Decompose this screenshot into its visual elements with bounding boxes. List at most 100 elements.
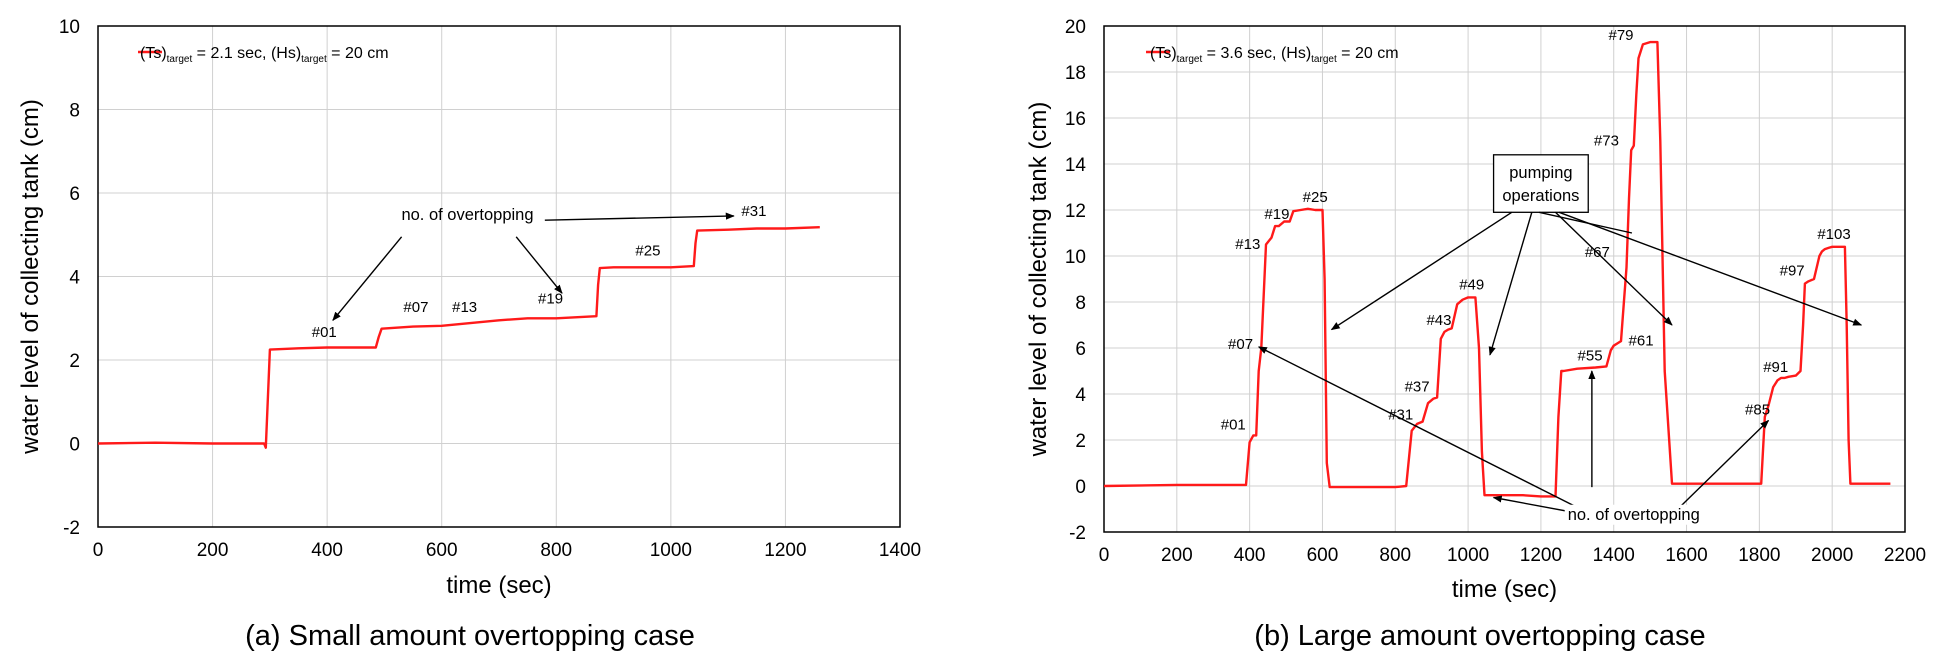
x-tick-label-a: 1200 — [764, 540, 806, 561]
y-tick-label-b: 14 — [1065, 155, 1087, 176]
overtopping-label: #97 — [1780, 263, 1805, 280]
overtopping-label: #67 — [1585, 244, 1610, 261]
overtopping-label: #55 — [1578, 348, 1603, 365]
x-tick-label-a: 600 — [426, 540, 458, 561]
annotation-operations: operations — [1502, 187, 1579, 205]
y-tick-label-b: 0 — [1075, 477, 1086, 498]
y-tick-label-b: -2 — [1069, 523, 1086, 544]
y-tick-label-b: 16 — [1065, 109, 1086, 130]
annotation-bg — [1564, 504, 1703, 525]
pumping-operations-box — [1492, 154, 1589, 213]
series-line-b — [1103, 40, 1891, 498]
overtopping-label: #49 — [1459, 276, 1484, 293]
plot-area-a — [97, 25, 901, 528]
y-tick-label-b: 12 — [1065, 201, 1086, 222]
annotation-arrow-a — [515, 236, 563, 294]
x-tick-label-b: 400 — [1234, 545, 1266, 566]
overtopping-label: #43 — [1426, 312, 1451, 329]
annotation-overtopping-a: no. of overtopping — [401, 206, 533, 224]
x-tick-label-a: 1400 — [879, 540, 921, 561]
x-tick-label-b: 1200 — [1520, 545, 1562, 566]
tick-labels-b: 0 200 400 600 800 1000 1200 1400 1600 1800 2000 220… — [1065, 17, 1926, 566]
annotation-arrow-b — [1257, 346, 1593, 516]
x-tick-label-b: 0 — [1099, 545, 1110, 566]
data-labels-b: #01 #07 #13#19 #25 #31 #37 #43 #49 #55 #61 #67 #73 #… — [1221, 27, 1851, 434]
x-axis-label-b: time (sec) — [1452, 576, 1557, 603]
series-line-a — [97, 226, 820, 449]
y-tick-label-b: 2 — [1075, 431, 1086, 452]
caption-b: (b) Large amount overtopping case — [1254, 620, 1705, 652]
annotation-arrow-b — [1671, 419, 1770, 516]
overtopping-label: #79 — [1608, 27, 1633, 44]
legend-b: (Ts)target = 3.6 sec, (Hs)target = 20 cm — [1146, 45, 1399, 65]
annotation-arrow-a — [544, 212, 735, 221]
caption-a: (a) Small amount overtopping case — [245, 620, 695, 652]
legend-text-b: (Ts)target = 3.6 sec, (Hs)target = 20 cm — [1150, 45, 1399, 65]
annotation-arrow-b — [1554, 211, 1673, 326]
overtopping-label: #13 — [1235, 236, 1260, 253]
chart-panel-a: (Ts)target = 2.1 sec, (Hs)target = 20 cm… — [17, 17, 921, 652]
data-labels-a: #01 #07 #13 #19 #25 #31 — [312, 203, 767, 341]
x-tick-label-b: 1400 — [1593, 545, 1635, 566]
y-tick-label-b: 20 — [1065, 17, 1086, 38]
x-tick-label-a: 400 — [311, 540, 343, 561]
legend-text-a: (Ts)target = 2.1 sec, (Hs)target = 20 cm — [140, 45, 389, 65]
annotation-arrow-b — [1488, 212, 1533, 356]
plot-area-b — [1103, 25, 1906, 533]
overtopping-label: #07 — [1228, 336, 1253, 353]
overtopping-label: #31 — [1388, 406, 1413, 423]
annotation-arrow-b — [1330, 211, 1513, 331]
x-tick-label-b: 1800 — [1738, 545, 1780, 566]
y-tick-label-a: -2 — [63, 518, 80, 539]
overtopping-label: #85 — [1745, 402, 1770, 419]
y-axis-label-a: water level of collecting tank (cm) — [17, 99, 44, 455]
annotation-overtopping-b: no. of overtopping — [1568, 506, 1700, 524]
x-tick-label-b: 2000 — [1811, 545, 1853, 566]
x-tick-label-b: 600 — [1307, 545, 1339, 566]
series-b — [1103, 40, 1891, 498]
y-axis-label-b: water level of collecting tank (cm) — [1025, 102, 1052, 458]
x-axis-label-a: time (sec) — [446, 572, 551, 599]
y-tick-label-a: 10 — [59, 17, 80, 38]
overtopping-label: #61 — [1629, 333, 1654, 350]
y-tick-label-a: 0 — [69, 435, 80, 456]
x-tick-label-b: 800 — [1379, 545, 1411, 566]
overtopping-label: #25 — [1303, 189, 1328, 206]
overtopping-label: #31 — [741, 203, 766, 220]
overtopping-label: #103 — [1817, 226, 1850, 243]
arrows-a — [332, 212, 735, 322]
y-tick-label-b: 10 — [1065, 247, 1086, 268]
arrows-b — [1257, 211, 1863, 516]
grid-a — [98, 26, 900, 527]
overtopping-label: #19 — [538, 291, 563, 308]
x-tick-label-a: 800 — [540, 540, 572, 561]
chart-panel-b: (Ts)target = 3.6 sec, (Hs)target = 20 cm… — [1025, 17, 1926, 652]
y-tick-label-a: 6 — [69, 184, 80, 205]
overtopping-label: #01 — [312, 324, 337, 341]
x-tick-label-a: 1000 — [650, 540, 692, 561]
y-tick-label-b: 18 — [1065, 63, 1086, 84]
y-tick-label-b: 6 — [1075, 339, 1086, 360]
series-a — [97, 226, 820, 449]
overtopping-label: #07 — [403, 299, 428, 316]
x-tick-label-b: 1600 — [1665, 545, 1707, 566]
overtopping-label: #19 — [1264, 206, 1289, 223]
x-tick-label-b: 1000 — [1447, 545, 1489, 566]
overtopping-label: #13 — [452, 299, 477, 316]
y-tick-label-a: 4 — [69, 268, 80, 289]
annotation-arrow-a — [332, 236, 403, 322]
overtopping-label: #25 — [635, 243, 660, 260]
legend-a: (Ts)target = 2.1 sec, (Hs)target = 20 cm — [138, 45, 389, 65]
y-tick-label-a: 8 — [69, 101, 80, 122]
overtopping-label: #01 — [1221, 417, 1246, 434]
overtopping-label: #73 — [1594, 133, 1619, 150]
overtopping-label: #91 — [1763, 359, 1788, 376]
x-tick-label-a: 200 — [197, 540, 229, 561]
annotation-pumping: pumping — [1509, 164, 1572, 182]
x-tick-label-b: 200 — [1161, 545, 1193, 566]
y-tick-label-b: 4 — [1075, 385, 1086, 406]
annotation-arrow-b — [1558, 211, 1863, 326]
y-tick-label-b: 8 — [1075, 293, 1086, 314]
x-tick-label-b: 2200 — [1884, 545, 1926, 566]
